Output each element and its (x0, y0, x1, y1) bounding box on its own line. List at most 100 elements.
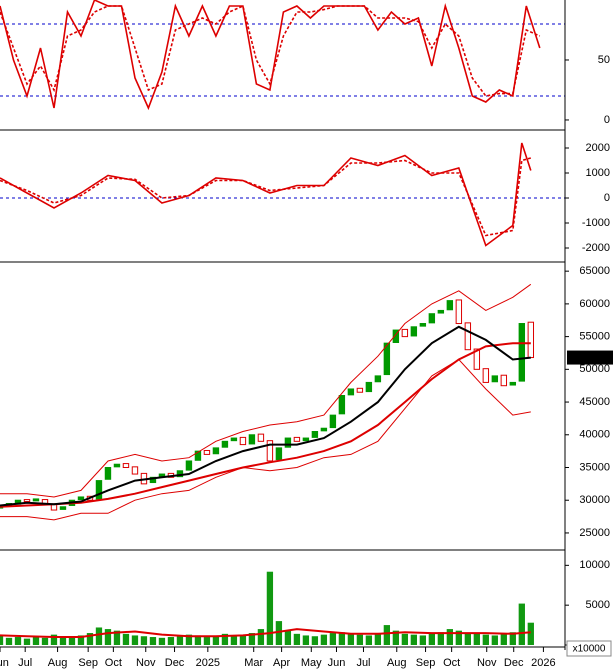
candle (257, 433, 265, 442)
x-tick-label: Aug (48, 657, 68, 669)
candle (491, 375, 499, 383)
volume-bar (158, 637, 166, 645)
volume-bar (140, 636, 148, 645)
x-tick-label: Nov (477, 657, 497, 669)
volume-bar (59, 637, 67, 645)
candle (149, 476, 157, 484)
volume-bar (23, 638, 31, 645)
unit-label: x10000 (573, 644, 606, 655)
volume-bar (437, 632, 444, 645)
volume-bar (347, 633, 355, 645)
volume-bar (32, 636, 40, 645)
indicator-line (0, 628, 531, 638)
indicator-line (0, 325, 531, 507)
candle (248, 434, 256, 445)
candle (104, 467, 112, 480)
volume-bar (149, 637, 157, 645)
candle (419, 323, 427, 327)
volume-bar (374, 633, 382, 645)
candle (518, 323, 526, 382)
x-tick-label: 2026 (531, 657, 555, 669)
candle (365, 381, 373, 393)
candle (194, 450, 202, 461)
x-tick-label: May (301, 657, 322, 669)
indicator-line (0, 142, 532, 247)
volume-bar (338, 632, 346, 645)
volume-bar (77, 635, 85, 645)
volume-bar (320, 634, 328, 645)
candle (32, 498, 40, 502)
candle (131, 466, 139, 475)
volume-bar (68, 637, 76, 645)
y-tick-label: 65000 (579, 265, 610, 277)
volume-bar (329, 633, 337, 645)
volume-bar (212, 636, 220, 645)
candle (275, 447, 283, 461)
volume-bar (95, 627, 103, 645)
candle (185, 460, 193, 471)
volume-bar (14, 637, 22, 645)
candle (59, 506, 67, 510)
x-tick-label: Oct (443, 657, 460, 669)
x-tick-label: Nov (136, 657, 156, 669)
volume-bar (41, 637, 49, 645)
candle (374, 375, 382, 383)
candle (392, 329, 400, 343)
candle (221, 440, 229, 448)
volume-bar (401, 633, 409, 645)
candle (239, 436, 247, 446)
x-tick-label: Dec (165, 657, 185, 669)
y-tick-label: -2000 (582, 242, 610, 254)
indicator-line (0, 157, 532, 237)
candle (338, 395, 346, 415)
volume-bar (383, 625, 391, 645)
x-tick-label: Oct (105, 657, 122, 669)
volume-bar (122, 633, 130, 645)
y-tick-label: 2000 (586, 142, 610, 154)
candle (176, 470, 184, 478)
candle (356, 387, 364, 393)
volume-bar (410, 634, 418, 645)
y-tick-label: 50000 (579, 363, 610, 375)
candle (203, 449, 211, 455)
x-tick-label: Dec (504, 657, 524, 669)
y-tick-label: 30000 (579, 494, 610, 506)
candle (455, 299, 463, 325)
x-tick-label: Jun (0, 657, 9, 669)
indicator-line (0, 4, 541, 97)
volume-bar (176, 636, 184, 645)
x-tick-label: Jul (356, 657, 370, 669)
candle (266, 440, 274, 462)
volume-bar (113, 630, 121, 645)
volume-bar (86, 633, 94, 645)
indicator-line (0, 358, 531, 521)
volume-bar (266, 571, 274, 645)
candle (509, 381, 517, 386)
volume-bar (365, 635, 373, 645)
last-price-box (567, 350, 613, 365)
candle (230, 437, 238, 442)
volume-bar (464, 633, 471, 645)
candle (293, 436, 301, 442)
candle (347, 388, 355, 396)
volume-bar (257, 629, 265, 645)
candle (383, 342, 391, 376)
volume-bar (446, 629, 453, 645)
volume-bar (419, 635, 426, 645)
volume-bar (356, 634, 364, 645)
candle (500, 374, 508, 387)
candle (302, 437, 310, 442)
volume-bar (5, 637, 13, 645)
candle (311, 431, 319, 438)
candle (284, 437, 292, 448)
volume-bar (104, 629, 112, 645)
volume-bar (482, 634, 489, 645)
volume-bar (203, 637, 211, 645)
y-tick-label: 35000 (579, 461, 610, 473)
volume-bar (428, 633, 435, 645)
y-tick-label: 55000 (579, 331, 610, 343)
candle (527, 321, 535, 359)
last-price-label: 51800.00 (570, 351, 613, 363)
y-tick-label: 1000 (586, 167, 610, 179)
